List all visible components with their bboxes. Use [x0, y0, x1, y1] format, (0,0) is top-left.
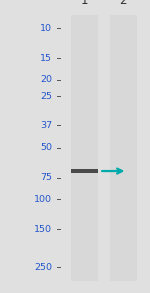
Text: 250: 250 [34, 263, 52, 272]
Text: 50: 50 [40, 143, 52, 152]
Text: 15: 15 [40, 54, 52, 63]
Text: 100: 100 [34, 195, 52, 204]
FancyBboxPatch shape [70, 169, 98, 173]
Text: 20: 20 [40, 75, 52, 84]
Text: 75: 75 [40, 173, 52, 183]
FancyBboxPatch shape [70, 15, 98, 281]
Text: 150: 150 [34, 225, 52, 234]
Text: 1: 1 [80, 0, 88, 7]
Text: 2: 2 [119, 0, 127, 7]
Text: 10: 10 [40, 24, 52, 33]
Text: 25: 25 [40, 92, 52, 101]
Text: 37: 37 [40, 121, 52, 130]
FancyBboxPatch shape [110, 15, 136, 281]
